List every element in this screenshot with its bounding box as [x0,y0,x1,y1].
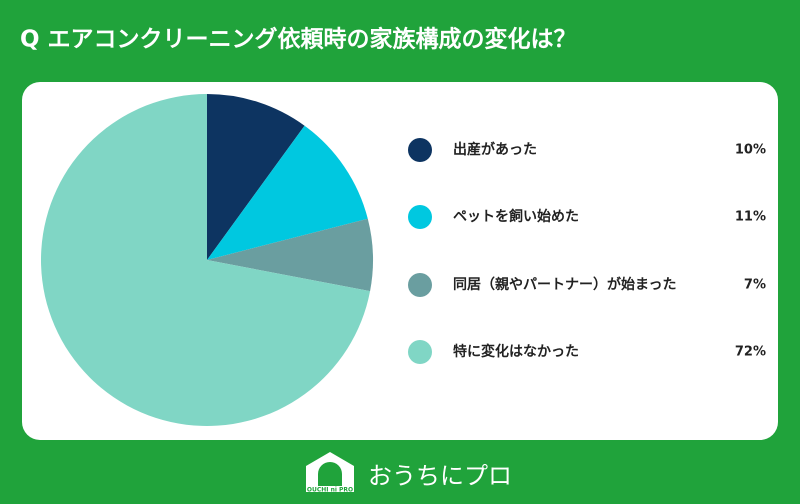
logo-door [318,462,342,486]
value-label: 7% [744,278,766,293]
logo-subtext: OUCHI ni PRO [307,487,353,494]
logo: OUCHI ni PRO おうちにプロ [306,452,512,494]
chart-title: Q エアコンクリーニング依頼時の家族構成の変化は？ [20,26,577,53]
legend-swatch [408,205,432,229]
pie-slice [207,125,368,260]
legend-label: 特に変化はなかった [453,343,579,360]
legend-label: 出産があった [453,141,537,158]
legend-label: ペットを飼い始めた [453,208,579,225]
pie-slice [40,93,371,426]
logo-text: おうちにプロ [368,462,512,490]
legend-swatch [408,340,432,364]
value-label: 72% [735,345,766,360]
pie-slice [207,218,373,292]
legend-swatch [408,138,432,162]
legend-label: 同居（親やパートナー）が始まった [453,276,676,293]
value-label: 10% [735,143,766,158]
value-label: 11% [735,210,766,225]
legend-swatch [408,273,432,297]
pie-slice [207,94,305,260]
